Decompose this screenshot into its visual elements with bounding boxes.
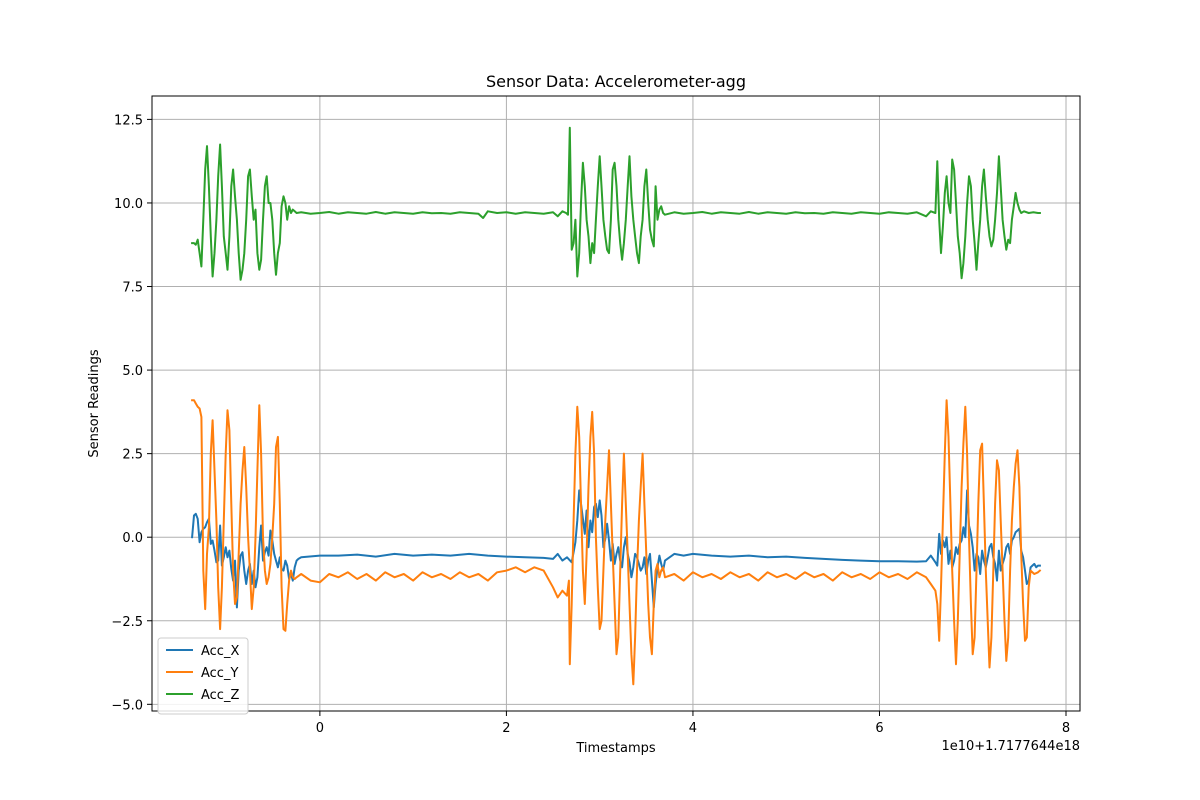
legend-label: Acc_Z [201, 688, 239, 703]
y-tick-label: 2.5 [122, 448, 143, 463]
y-tick-label: 10.0 [114, 197, 143, 212]
y-tick-label: 7.5 [122, 281, 143, 296]
y-tick-label: 0.0 [122, 531, 143, 546]
x-tick-label: 2 [502, 721, 510, 736]
legend-label: Acc_X [201, 644, 239, 659]
grid [152, 96, 1080, 711]
y-tick-label: 5.0 [122, 364, 143, 379]
series-line-acc-y [191, 399, 1042, 686]
x-tick-label: 4 [689, 721, 697, 736]
legend-label: Acc_Y [201, 666, 238, 681]
y-tick-label: 12.5 [114, 113, 143, 128]
plot-area-frame [151, 95, 1081, 712]
x-axis-offset-label: 1e10+1.7177644e18 [941, 739, 1080, 754]
x-tick-label: 8 [1062, 721, 1070, 736]
y-axis-label: Sensor Readings [87, 349, 102, 457]
x-tick-label: 0 [316, 721, 324, 736]
x-axis: 0 2 4 6 8 [316, 711, 1070, 736]
y-tick-label: −2.5 [111, 615, 143, 630]
y-axis: −5.0 −2.5 0.0 2.5 5.0 7.5 10.0 12.5 [111, 113, 152, 713]
series-line-acc-z [191, 126, 1041, 281]
x-axis-label: Timestamps [575, 741, 656, 756]
x-tick-label: 6 [875, 721, 883, 736]
y-tick-label: −5.0 [111, 698, 143, 713]
legend: Acc_X Acc_Y Acc_Z [157, 637, 249, 715]
chart-title: Sensor Data: Accelerometer-agg [486, 72, 746, 91]
series-lines [191, 126, 1042, 686]
